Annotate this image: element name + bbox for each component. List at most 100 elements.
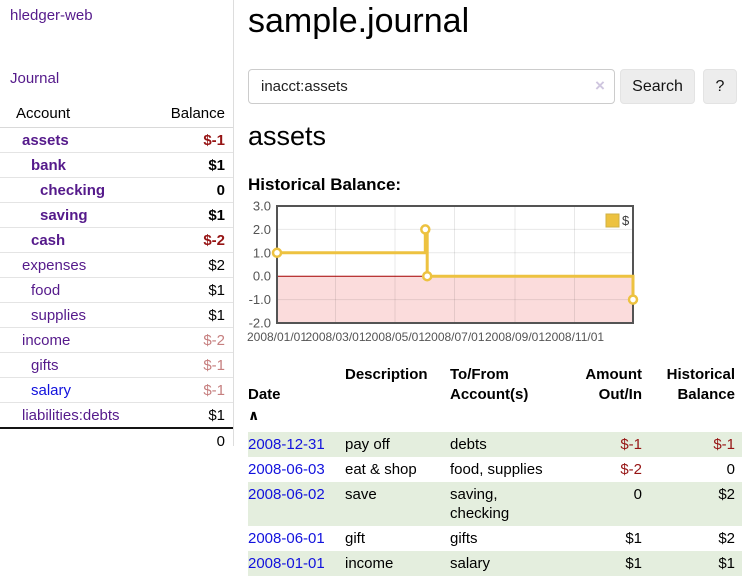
account-link[interactable]: gifts [31, 356, 59, 374]
account-row[interactable]: assets $-1 [0, 127, 233, 153]
transaction-row[interactable]: 2008-06-03 eat & shop food, supplies $-2… [248, 457, 742, 482]
register-header-date-label: Date [248, 386, 281, 403]
transaction-amount: 0 [570, 482, 650, 526]
account-link[interactable]: expenses [22, 256, 87, 274]
transaction-amount: $-1 [570, 432, 650, 457]
account-balance: $-2 [156, 227, 233, 253]
account-balance: 0 [156, 177, 233, 203]
account-balance: $-1 [156, 127, 233, 153]
chart-y-tick-label: -1.0 [249, 292, 271, 307]
chart-x-tick-label: 2008/11/01 [545, 330, 604, 344]
chart-y-tick-label: 3.0 [253, 200, 271, 214]
transaction-row[interactable]: 2008-06-01 gift gifts $1 $2 [248, 526, 742, 551]
chart-x-tick-label: 2008/05/01 [365, 330, 425, 344]
chart-x-tick-label: 2008/07/01 [424, 330, 484, 344]
account-row[interactable]: salary $-1 [0, 377, 233, 403]
chart-title: Historical Balance: [248, 175, 402, 194]
account-link[interactable]: assets [22, 131, 69, 149]
transaction-amount: $1 [570, 551, 650, 576]
register-header-date[interactable]: Date ∧ [248, 363, 345, 432]
transaction-accounts: food, supplies [450, 461, 543, 478]
chart-y-tick-label: -2.0 [249, 316, 271, 331]
account-link[interactable]: supplies [31, 306, 87, 324]
transaction-row[interactable]: 2008-12-31 pay off debts $-1 $-1 [248, 432, 742, 457]
account-link[interactable]: salary [31, 381, 72, 399]
chart-y-tick-label: 0.0 [253, 269, 271, 284]
accounts-header-account: Account [0, 102, 157, 128]
account-link[interactable]: saving [40, 206, 88, 224]
register-header-tofrom: To/From Account(s) [450, 366, 529, 403]
chart-legend-label: $ [622, 213, 630, 228]
account-balance: $1 [156, 202, 233, 228]
chart-legend-swatch [605, 213, 620, 228]
transaction-accounts: debts [450, 432, 570, 457]
transaction-date-link[interactable]: 2008-01-01 [248, 555, 325, 572]
accounts-table: Account Balance assets $-1 bank $1 check… [0, 102, 233, 453]
account-link[interactable]: income [22, 331, 71, 349]
transaction-row[interactable]: 2008-01-01 income salary $1 $1 [248, 551, 742, 576]
account-link[interactable]: cash [31, 231, 66, 249]
chart-x-tick-label: 2008/09/01 [485, 330, 545, 344]
transaction-description: income [345, 551, 450, 576]
sidebar: hledger-web Journal Account Balance asse… [0, 0, 234, 453]
transaction-date-link[interactable]: 2008-06-02 [248, 486, 325, 503]
register-table-body: 2008-12-31 pay off debts $-1 $-1 2008-06… [248, 432, 742, 576]
chart-border [276, 205, 634, 324]
transaction-amount: $-2 [620, 461, 642, 478]
transaction-description: eat & shop [345, 461, 417, 478]
chart-data-point [421, 270, 433, 282]
account-row[interactable]: saving $1 [0, 202, 233, 228]
transaction-date-link[interactable]: 2008-06-03 [248, 461, 325, 478]
account-link[interactable]: bank [31, 156, 67, 174]
account-balance: $-2 [156, 327, 233, 353]
transaction-description: pay off [345, 432, 450, 457]
transaction-balance: $2 [650, 482, 742, 526]
account-row[interactable]: supplies $1 [0, 302, 233, 328]
account-link[interactable]: food [31, 281, 61, 299]
sort-ascending-icon[interactable]: ∧ [248, 407, 260, 423]
transaction-row[interactable]: 2008-06-02 save saving, checking 0 $2 [248, 482, 742, 526]
transaction-accounts: salary [450, 551, 570, 576]
clear-search-icon[interactable]: × [595, 76, 605, 95]
transaction-date-link[interactable]: 2008-06-01 [248, 530, 325, 547]
transaction-date-link[interactable]: 2008-12-31 [248, 436, 325, 453]
account-balance: $-1 [156, 352, 233, 378]
chart-data-point [420, 224, 431, 235]
app-title-link[interactable]: hledger-web [10, 7, 93, 24]
chart-negative-region [277, 276, 633, 323]
register-header-row: Date ∧ Description To/From Account(s) Am… [248, 363, 742, 432]
account-row[interactable]: expenses $2 [0, 252, 233, 278]
chart-data-point [271, 247, 283, 259]
transaction-description: gift [345, 530, 366, 547]
accounts-header-balance: Balance [156, 102, 233, 128]
accounts-table-body: assets $-1 bank $1 checking 0 saving $1 … [0, 127, 233, 429]
account-link[interactable]: checking [40, 181, 106, 199]
chart-x-tick-label: 2008/01/01 [247, 330, 307, 344]
account-row[interactable]: liabilities:debts $1 [0, 402, 233, 429]
sidebar-item-journal[interactable]: Journal [10, 70, 60, 87]
account-row[interactable]: food $1 [0, 277, 233, 303]
chart-data-point [627, 294, 639, 305]
transaction-accounts: gifts [450, 530, 478, 547]
accounts-total-balance: 0 [156, 427, 233, 453]
account-balance: $1 [156, 302, 233, 328]
transaction-balance: 0 [726, 461, 735, 478]
account-row[interactable]: cash $-2 [0, 227, 233, 253]
search-input[interactable] [248, 69, 615, 104]
account-row[interactable]: bank $1 [0, 152, 233, 178]
transaction-description: save [345, 482, 450, 526]
account-row[interactable]: checking 0 [0, 177, 233, 203]
historical-balance-chart: 3.0 2.0 1.0 0.0 -1.0 -2.02008/01/012008/03/01… [247, 200, 639, 344]
account-row[interactable]: income $-2 [0, 327, 233, 353]
account-balance: $1 [156, 402, 233, 429]
register-table: Date ∧ Description To/From Account(s) Am… [248, 363, 742, 576]
page-title: sample.journal [248, 2, 470, 40]
account-row[interactable]: gifts $-1 [0, 352, 233, 378]
search-button[interactable]: Search [620, 69, 695, 104]
transaction-amount: $1 [625, 530, 642, 547]
help-button[interactable]: ? [703, 69, 737, 104]
account-balance: $1 [156, 152, 233, 178]
account-link[interactable]: liabilities:debts [22, 406, 120, 424]
transaction-balance: $2 [718, 530, 735, 547]
transaction-balance: $1 [650, 551, 742, 576]
